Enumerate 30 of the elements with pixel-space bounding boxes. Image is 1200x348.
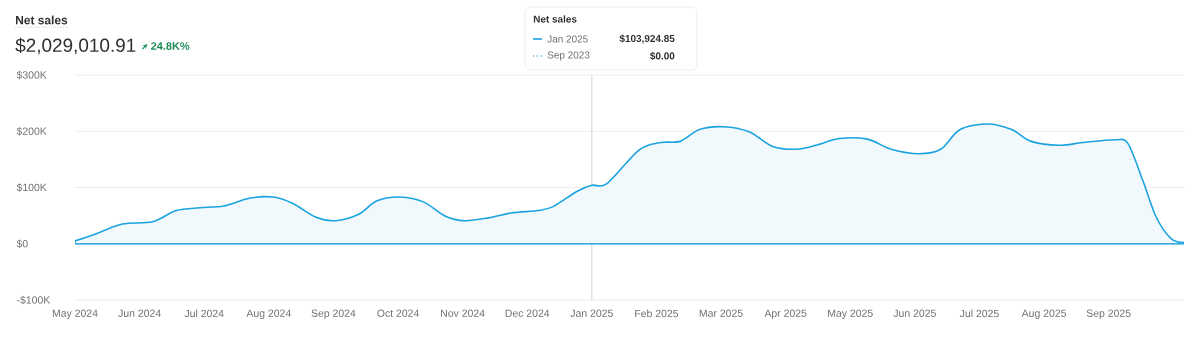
x-tick-label: Mar 2025: [699, 309, 743, 317]
text: 24.8K%: [151, 42, 190, 50]
x-tick-label: Aug 2025: [1021, 309, 1066, 319]
y-tick-label: $0: [16, 239, 28, 248]
x-tick-label: Jan 2025: [570, 309, 613, 317]
x-tick-label: Nov 2024: [441, 309, 485, 317]
x-tick-label: Oct 2024: [377, 309, 419, 317]
legend-label: Jan 2025: [547, 35, 588, 43]
x-tick-label: Sep 2024: [311, 309, 356, 319]
x-tick-label: Jun 2025: [893, 309, 936, 317]
legend-title: Net sales: [533, 15, 577, 23]
legend-label: Sep 2023: [547, 51, 590, 61]
x-tick-label: May 2024: [52, 309, 98, 319]
x-tick-label: May 2025: [828, 309, 873, 319]
chart-title: Net sales: [16, 15, 68, 25]
y-tick-label: $100K: [16, 183, 47, 192]
x-tick-label: Aug 2024: [246, 309, 291, 319]
x-tick-label: Sep 2025: [1086, 309, 1131, 319]
x-tick-label: Jun 2024: [118, 309, 161, 317]
y-tick-label: $200K: [16, 127, 47, 136]
x-tick-label: Apr 2025: [764, 309, 807, 319]
y-tick-label: $300K: [16, 70, 47, 80]
chart-subtitle: $2,029,010.91: [15, 37, 136, 55]
x-tick-label: Feb 2025: [635, 309, 679, 318]
x-tick-label: Jul 2024: [184, 309, 224, 318]
text: $0.00: [650, 51, 675, 61]
y-tick-label: -$100K: [16, 295, 51, 305]
text: $103,924.85: [619, 34, 675, 44]
x-tick-label: Jul 2025: [959, 309, 999, 318]
x-tick-label: Dec 2024: [505, 309, 550, 317]
